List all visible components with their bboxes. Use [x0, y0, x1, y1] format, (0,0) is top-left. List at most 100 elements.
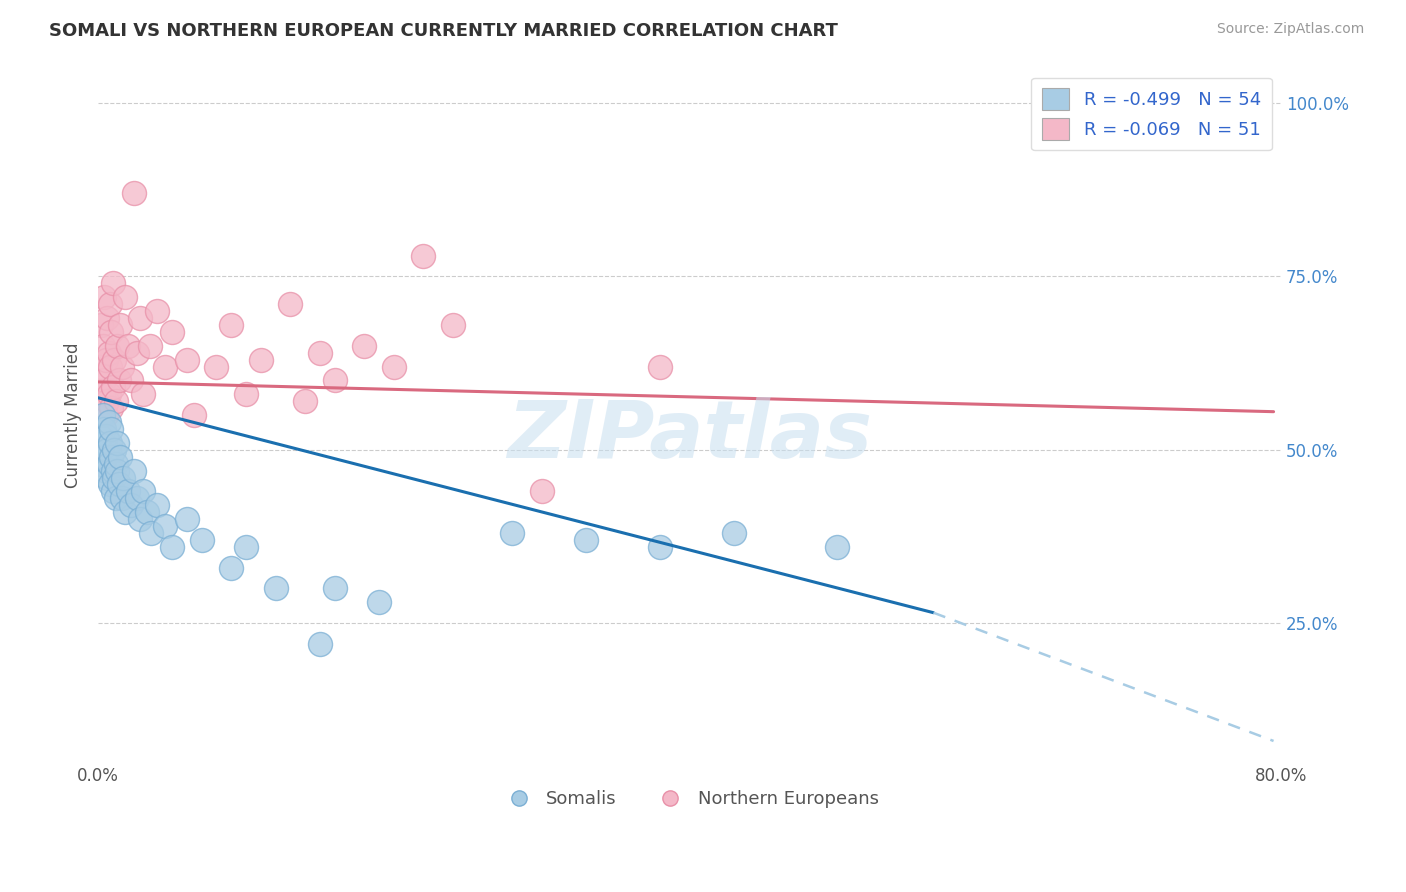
Point: [104, 457, 127, 471]
Point: [112, 470, 135, 484]
Point: [122, 464, 145, 478]
Point: [94, 464, 117, 478]
Point: [441, 318, 464, 332]
Y-axis label: Currently Married: Currently Married: [65, 343, 82, 488]
Point: [117, 484, 139, 499]
Point: [250, 352, 273, 367]
Point: [160, 540, 183, 554]
Point: [91, 387, 114, 401]
Point: [94, 408, 117, 422]
Point: [530, 484, 553, 499]
Point: [103, 470, 125, 484]
Point: [131, 484, 153, 499]
Point: [111, 359, 134, 374]
Point: [98, 435, 121, 450]
Text: Source: ZipAtlas.com: Source: ZipAtlas.com: [1216, 22, 1364, 37]
Point: [501, 526, 523, 541]
Point: [108, 477, 131, 491]
Point: [117, 339, 139, 353]
Point: [309, 345, 332, 359]
Point: [827, 540, 849, 554]
Point: [128, 512, 150, 526]
Point: [190, 533, 212, 547]
Point: [264, 582, 287, 596]
Point: [97, 345, 120, 359]
Point: [412, 249, 434, 263]
Point: [146, 498, 169, 512]
Point: [93, 422, 115, 436]
Point: [89, 359, 111, 374]
Point: [114, 505, 136, 519]
Point: [90, 318, 112, 332]
Point: [120, 374, 142, 388]
Point: [219, 318, 242, 332]
Point: [136, 505, 159, 519]
Point: [128, 311, 150, 326]
Point: [96, 394, 118, 409]
Point: [280, 297, 302, 311]
Point: [90, 457, 112, 471]
Point: [107, 435, 129, 450]
Point: [104, 491, 127, 506]
Point: [93, 374, 115, 388]
Point: [101, 484, 124, 499]
Point: [94, 429, 117, 443]
Point: [160, 325, 183, 339]
Point: [125, 345, 148, 359]
Point: [323, 374, 346, 388]
Point: [110, 318, 132, 332]
Point: [107, 464, 129, 478]
Point: [235, 387, 257, 401]
Point: [98, 477, 121, 491]
Point: [235, 540, 257, 554]
Point: [176, 512, 198, 526]
Point: [146, 304, 169, 318]
Point: [353, 339, 375, 353]
Point: [131, 387, 153, 401]
Point: [648, 540, 671, 554]
Point: [183, 408, 205, 422]
Point: [309, 637, 332, 651]
Point: [96, 470, 118, 484]
Point: [108, 374, 131, 388]
Point: [110, 450, 132, 464]
Point: [575, 533, 598, 547]
Text: SOMALI VS NORTHERN EUROPEAN CURRENTLY MARRIED CORRELATION CHART: SOMALI VS NORTHERN EUROPEAN CURRENTLY MA…: [49, 22, 838, 40]
Point: [100, 450, 122, 464]
Point: [97, 415, 120, 429]
Point: [98, 359, 121, 374]
Point: [96, 442, 118, 457]
Point: [323, 582, 346, 596]
Point: [91, 435, 114, 450]
Point: [93, 290, 115, 304]
Point: [114, 290, 136, 304]
Point: [98, 297, 121, 311]
Point: [219, 560, 242, 574]
Point: [103, 352, 125, 367]
Point: [94, 352, 117, 367]
Point: [97, 457, 120, 471]
Point: [153, 359, 176, 374]
Point: [101, 464, 124, 478]
Point: [100, 325, 122, 339]
Point: [100, 422, 122, 436]
Text: ZIPatlas: ZIPatlas: [508, 397, 872, 475]
Point: [139, 339, 162, 353]
Point: [90, 442, 112, 457]
Point: [100, 401, 122, 416]
Point: [96, 311, 118, 326]
Point: [89, 429, 111, 443]
Point: [141, 526, 163, 541]
Point: [125, 491, 148, 506]
Point: [104, 394, 127, 409]
Point: [101, 380, 124, 394]
Point: [294, 394, 316, 409]
Point: [93, 450, 115, 464]
Point: [107, 339, 129, 353]
Point: [122, 186, 145, 201]
Legend: Somalis, Northern Europeans: Somalis, Northern Europeans: [494, 782, 886, 815]
Point: [153, 519, 176, 533]
Point: [91, 408, 114, 422]
Point: [111, 491, 134, 506]
Point: [382, 359, 405, 374]
